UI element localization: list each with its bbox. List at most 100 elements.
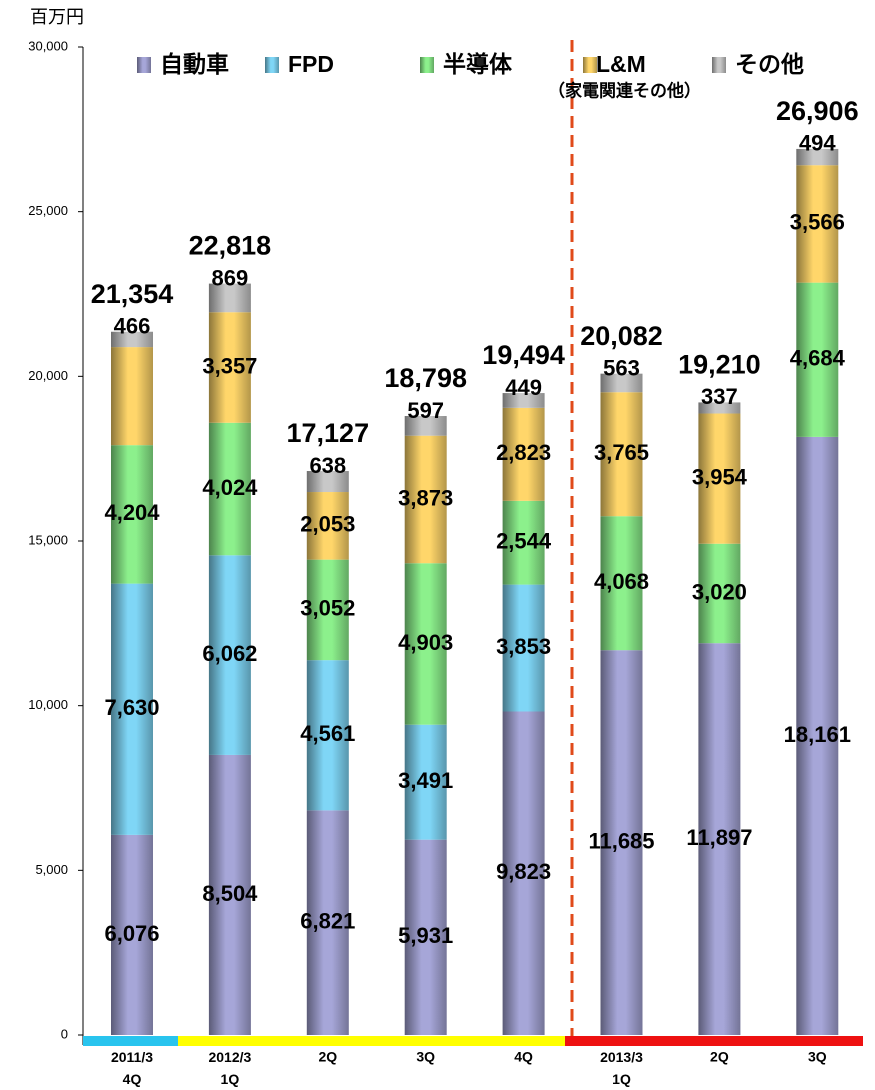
legend-label: 半導体 [443,51,513,77]
bar-segment [208,312,251,423]
value-label: 6,821 [300,908,355,933]
bar-segment [306,660,349,811]
bar-segment [306,492,349,560]
x-tick-label: 2012/3 1Q [208,1049,251,1087]
value-label: 466 [114,314,151,339]
value-label: 337 [701,384,738,409]
value-label: 449 [505,375,542,400]
bar-segment [600,392,643,517]
bar-segment [404,416,447,436]
value-label: 5,931 [398,923,453,948]
value-label: 8,504 [202,881,258,906]
fiscal-band [178,1036,565,1046]
legend-label: その他 [735,51,804,77]
value-label: 3,954 [692,464,748,489]
value-label: 3,491 [398,768,453,793]
value-label: 4,024 [202,475,258,500]
total-label: 22,818 [189,231,272,261]
legend-note: （家電関連その他） [548,80,701,100]
value-label: 2,544 [496,529,552,554]
value-label: 563 [603,355,640,380]
value-label: 3,853 [496,634,551,659]
fiscal-band [565,1036,863,1046]
value-label: 2,053 [300,512,355,537]
total-label: 21,354 [91,279,174,309]
y-tick-label: 25,000 [28,203,68,218]
bar-segment [404,724,447,840]
value-label: 638 [309,453,346,478]
value-label: 4,561 [300,721,355,746]
x-tick-label: 4Q [514,1049,533,1065]
value-label: 597 [407,398,444,423]
y-tick-label: 20,000 [28,368,68,383]
y-tick-label: 30,000 [28,38,68,53]
bar-segment [306,810,349,1035]
value-label: 3,566 [790,210,845,235]
value-label: 3,020 [692,579,747,604]
bar-segment [698,543,741,644]
total-label: 17,127 [287,418,370,448]
x-tick-label: 2Q [318,1049,337,1065]
legend-marker [265,57,279,73]
total-label: 20,082 [580,321,663,351]
bar-segment [502,407,545,501]
bar-segment [306,471,349,493]
value-label: 4,684 [790,346,846,371]
x-tick-label: 3Q [416,1049,435,1065]
total-label: 19,210 [678,349,761,379]
y-tick-label: 5,000 [35,862,68,877]
value-label: 18,161 [784,722,851,747]
value-label: 3,052 [300,596,355,621]
value-label: 3,357 [202,353,257,378]
y-tick-label: 0 [61,1026,68,1041]
x-tick-label: 3Q [808,1049,827,1065]
bar-segment [796,165,839,283]
value-label: 7,630 [104,695,159,720]
bar-segment [306,559,349,661]
legend-marker [137,57,151,73]
legend-marker [420,57,434,73]
bar-segment [502,393,545,408]
bar-segment [208,283,251,313]
unit-label: 百万円 [30,7,84,27]
total-label: 26,906 [776,96,859,126]
value-label: 494 [799,131,836,156]
bar-segment [208,422,251,556]
value-label: 3,765 [594,440,649,465]
bar-segment [698,402,741,414]
x-tick-label: 2011/3 4Q [111,1049,153,1087]
bar-segment [111,834,153,1035]
bar-segment [208,555,251,755]
bar-segment [111,331,153,348]
total-label: 18,798 [384,363,467,393]
legend-marker [712,57,726,73]
x-tick-label: 2013/3 1Q [600,1049,643,1087]
bar-segment [404,435,447,564]
x-tick-label: 2Q [710,1049,729,1065]
bar-segment [208,754,251,1035]
bar-segment [502,500,545,585]
bar-segment [502,711,545,1035]
bar-segment [111,583,153,835]
bar-segment [502,584,545,712]
total-label: 19,494 [482,340,565,370]
bar-segment [796,148,839,166]
value-label: 4,068 [594,569,649,594]
value-label: 4,903 [398,630,453,655]
bar-segment [600,650,643,1035]
value-label: 4,204 [104,500,160,525]
value-label: 2,823 [496,440,551,465]
legend-marker [583,57,597,73]
value-label: 869 [212,265,249,290]
bar-segment [796,282,839,437]
bar-segment [698,643,741,1035]
legend-label: FPD [288,51,334,77]
value-label: 9,823 [496,859,551,884]
bar-segment [600,516,643,651]
value-label: 6,062 [202,641,257,666]
legend-label: L&M [596,51,646,77]
bar-segment [111,445,153,584]
bar-segment [404,839,447,1035]
bar-segment [111,347,153,446]
